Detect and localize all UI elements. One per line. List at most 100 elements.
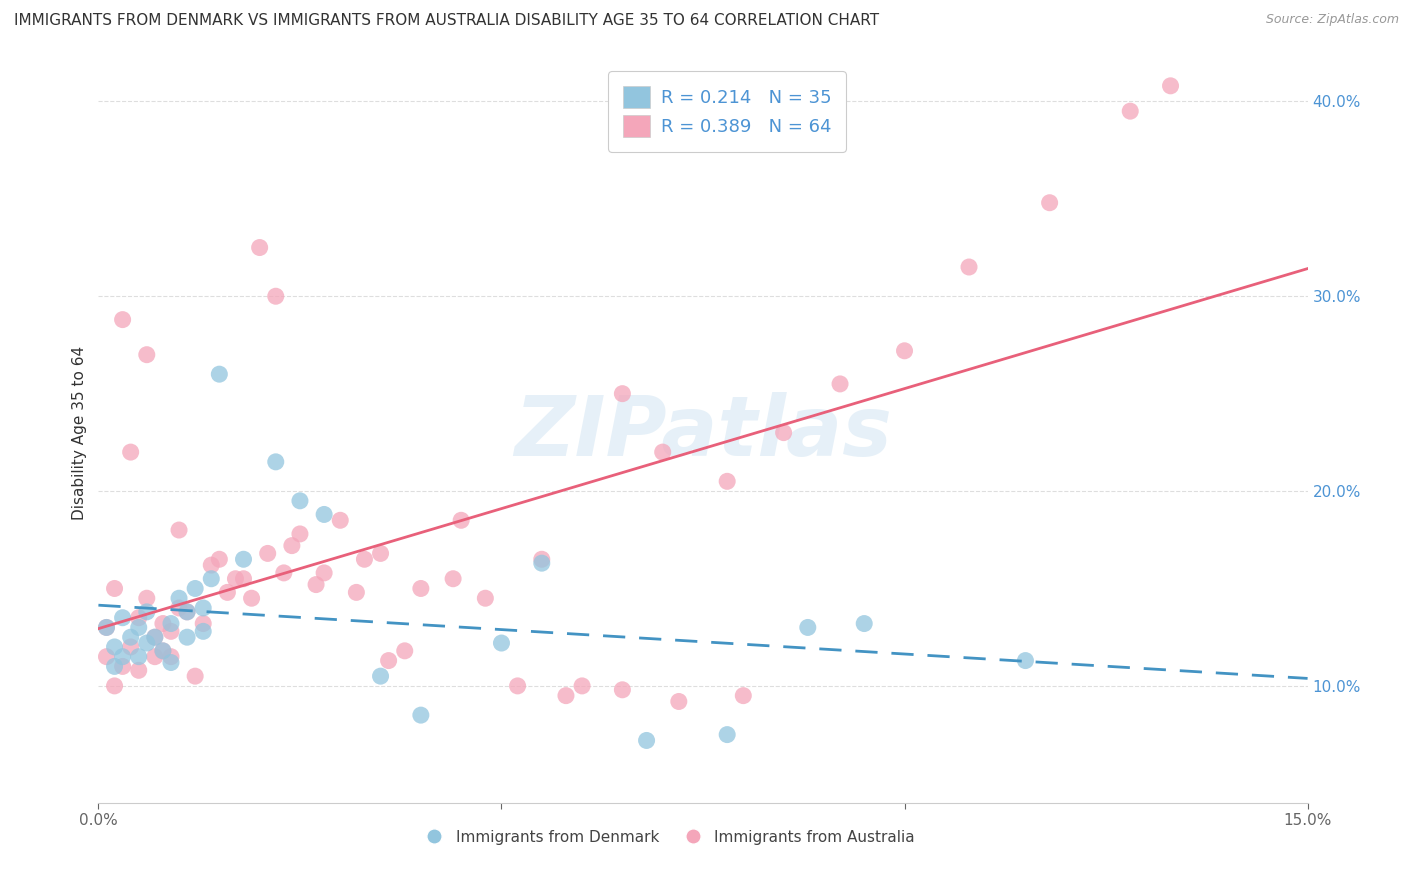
Point bbox=[200, 572, 222, 586]
Point bbox=[441, 572, 464, 586]
Y-axis label: Disability Age 35 to 64: Disability Age 35 to 64 bbox=[72, 345, 87, 520]
Point bbox=[96, 649, 118, 664]
Point bbox=[96, 620, 118, 634]
Point bbox=[160, 649, 183, 664]
Point bbox=[474, 591, 496, 606]
Point bbox=[143, 630, 166, 644]
Point bbox=[167, 601, 190, 615]
Point bbox=[128, 649, 150, 664]
Point bbox=[264, 289, 287, 303]
Point bbox=[1160, 78, 1182, 93]
Point bbox=[716, 728, 738, 742]
Point bbox=[193, 616, 215, 631]
Point bbox=[249, 240, 271, 255]
Point bbox=[288, 493, 311, 508]
Point bbox=[828, 376, 851, 391]
Point bbox=[394, 644, 416, 658]
Point bbox=[733, 689, 755, 703]
Point bbox=[111, 610, 134, 624]
Point bbox=[103, 640, 125, 654]
Point bbox=[160, 616, 183, 631]
Point bbox=[160, 656, 183, 670]
Point bbox=[143, 649, 166, 664]
Point bbox=[329, 513, 352, 527]
Point bbox=[152, 644, 174, 658]
Point bbox=[409, 708, 432, 723]
Point bbox=[314, 508, 336, 522]
Point bbox=[152, 644, 174, 658]
Point bbox=[167, 523, 190, 537]
Point bbox=[314, 566, 336, 580]
Point bbox=[184, 669, 207, 683]
Point bbox=[256, 546, 278, 560]
Point bbox=[716, 475, 738, 489]
Point bbox=[160, 624, 183, 639]
Point bbox=[893, 343, 915, 358]
Point bbox=[128, 663, 150, 677]
Legend: Immigrants from Denmark, Immigrants from Australia: Immigrants from Denmark, Immigrants from… bbox=[413, 823, 921, 851]
Point bbox=[370, 546, 392, 560]
Point bbox=[103, 679, 125, 693]
Point bbox=[612, 386, 634, 401]
Point bbox=[224, 572, 246, 586]
Point bbox=[176, 605, 198, 619]
Text: Source: ZipAtlas.com: Source: ZipAtlas.com bbox=[1265, 13, 1399, 27]
Point bbox=[571, 679, 593, 693]
Point bbox=[217, 585, 239, 599]
Point bbox=[135, 605, 157, 619]
Point bbox=[288, 527, 311, 541]
Point bbox=[193, 624, 215, 639]
Point bbox=[636, 733, 658, 747]
Point bbox=[120, 640, 142, 654]
Point bbox=[184, 582, 207, 596]
Point bbox=[111, 649, 134, 664]
Point bbox=[530, 552, 553, 566]
Point bbox=[797, 620, 820, 634]
Point bbox=[120, 445, 142, 459]
Point bbox=[176, 630, 198, 644]
Point bbox=[491, 636, 513, 650]
Point bbox=[1039, 195, 1062, 210]
Point bbox=[200, 558, 222, 573]
Point bbox=[176, 605, 198, 619]
Point bbox=[208, 552, 231, 566]
Point bbox=[957, 260, 980, 274]
Point bbox=[1014, 654, 1036, 668]
Point bbox=[281, 539, 304, 553]
Point bbox=[143, 630, 166, 644]
Point bbox=[506, 679, 529, 693]
Point bbox=[264, 455, 287, 469]
Point bbox=[135, 591, 157, 606]
Point bbox=[193, 601, 215, 615]
Point bbox=[111, 659, 134, 673]
Point bbox=[128, 620, 150, 634]
Point bbox=[240, 591, 263, 606]
Point bbox=[450, 513, 472, 527]
Point bbox=[377, 654, 399, 668]
Point bbox=[103, 582, 125, 596]
Point bbox=[208, 367, 231, 381]
Point bbox=[1119, 104, 1142, 119]
Point bbox=[612, 682, 634, 697]
Point bbox=[370, 669, 392, 683]
Text: IMMIGRANTS FROM DENMARK VS IMMIGRANTS FROM AUSTRALIA DISABILITY AGE 35 TO 64 COR: IMMIGRANTS FROM DENMARK VS IMMIGRANTS FR… bbox=[14, 13, 879, 29]
Point bbox=[555, 689, 578, 703]
Point bbox=[167, 591, 190, 606]
Point bbox=[273, 566, 295, 580]
Point bbox=[135, 348, 157, 362]
Point bbox=[96, 620, 118, 634]
Point bbox=[853, 616, 876, 631]
Point bbox=[772, 425, 794, 440]
Point bbox=[668, 694, 690, 708]
Point bbox=[353, 552, 375, 566]
Point bbox=[103, 659, 125, 673]
Point bbox=[120, 630, 142, 644]
Point bbox=[111, 312, 134, 326]
Point bbox=[135, 636, 157, 650]
Point bbox=[305, 577, 328, 591]
Point bbox=[152, 616, 174, 631]
Point bbox=[651, 445, 673, 459]
Text: ZIPatlas: ZIPatlas bbox=[515, 392, 891, 473]
Point bbox=[409, 582, 432, 596]
Point bbox=[530, 556, 553, 570]
